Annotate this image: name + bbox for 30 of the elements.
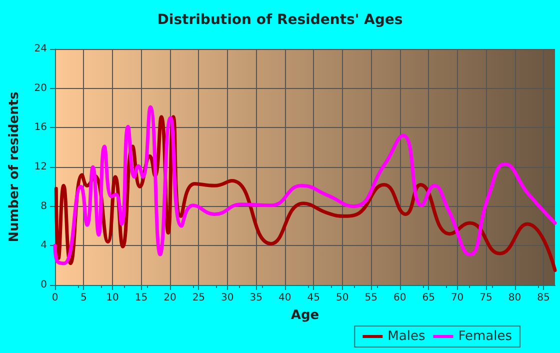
y-tick-label: 4 <box>40 240 47 252</box>
x-tick-label: 10 <box>106 292 119 304</box>
x-tick-label: 15 <box>134 292 148 304</box>
y-tick-label: 24 <box>34 44 47 54</box>
x-tick-label: 70 <box>450 292 464 304</box>
chart-title: Distribution of Residents' Ages <box>157 12 403 28</box>
x-tick-label: 5 <box>80 292 87 304</box>
x-tick-label: 25 <box>192 292 206 304</box>
y-tick-label: 0 <box>40 280 47 290</box>
y-axis-title: Number of residents <box>7 91 22 242</box>
x-tick-label: 50 <box>336 292 349 304</box>
x-tick-label: 45 <box>307 292 320 304</box>
y-tick-label: 8 <box>40 200 47 212</box>
x-tick-label: 55 <box>364 292 378 304</box>
x-tick-label: 65 <box>422 292 435 304</box>
x-tick-label: 30 <box>221 292 234 304</box>
legend-label: Females <box>458 329 512 344</box>
x-tick-label: 60 <box>393 292 406 304</box>
x-tick-label: 35 <box>250 292 263 304</box>
x-tick-label: 80 <box>508 292 522 304</box>
y-tick-label: 20 <box>34 82 47 94</box>
y-tick-label: 16 <box>34 122 47 134</box>
x-axis-title: Age <box>290 308 320 323</box>
x-tick-label: 85 <box>537 292 550 304</box>
x-tick-label: 0 <box>52 292 58 304</box>
x-tick-label: 75 <box>480 292 492 304</box>
y-tick-label: 12 <box>34 162 47 172</box>
legend-label: Males <box>388 329 426 344</box>
x-tick-label: 20 <box>164 292 176 304</box>
x-tick-label: 40 <box>278 292 292 304</box>
